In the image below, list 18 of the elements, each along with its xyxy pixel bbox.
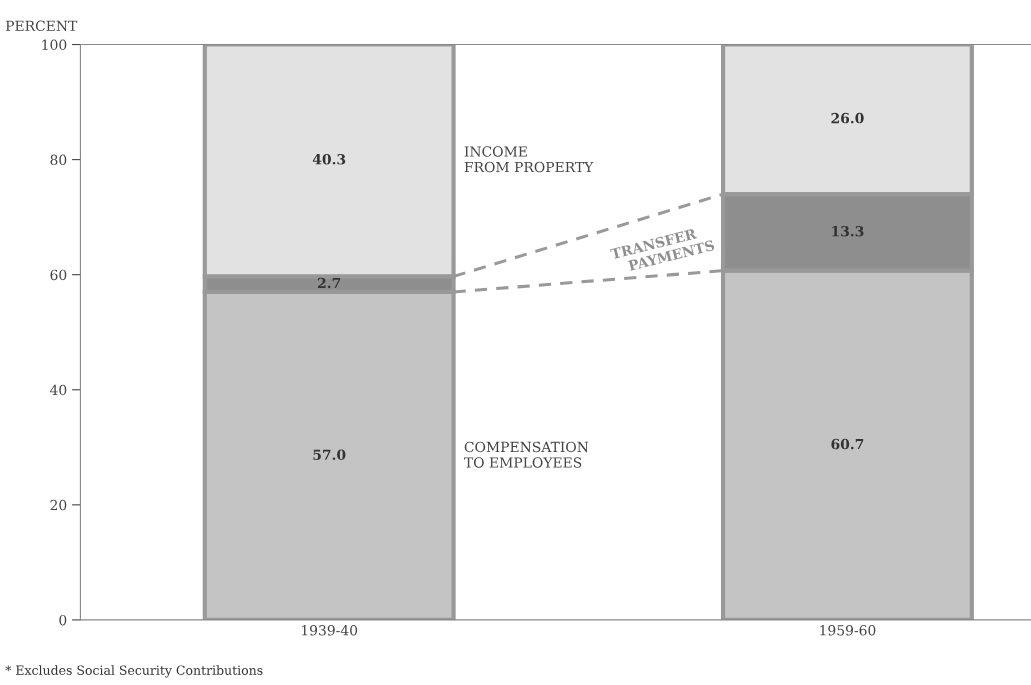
data-label: 57.0 xyxy=(313,449,346,460)
series-label: INCOME FROM PROPERTY xyxy=(464,146,594,173)
data-label: 2.7 xyxy=(318,277,341,289)
text: * Excludes Social Security Contributions xyxy=(5,665,263,678)
y-tick-label: 40 xyxy=(49,384,67,396)
y-tick-label: 80 xyxy=(50,154,67,166)
y-axis-title: PERCENT xyxy=(5,20,78,32)
y-tick-label: 60 xyxy=(50,269,67,281)
data-label: 13.3 xyxy=(832,225,864,237)
x-tick-label: 1959-60 xyxy=(820,625,876,636)
y-tick-label: 0 xyxy=(59,614,67,626)
x-tick-label: 1939-40 xyxy=(302,625,358,636)
y-tick-label: 100 xyxy=(42,39,67,50)
data-label: 40.3 xyxy=(312,153,346,165)
y-tick-label: 20 xyxy=(50,499,67,511)
data-label: 60.7 xyxy=(831,438,864,450)
series-label: COMPENSATION TO EMPLOYEES xyxy=(464,441,589,468)
data-label: 26.0 xyxy=(831,112,864,124)
